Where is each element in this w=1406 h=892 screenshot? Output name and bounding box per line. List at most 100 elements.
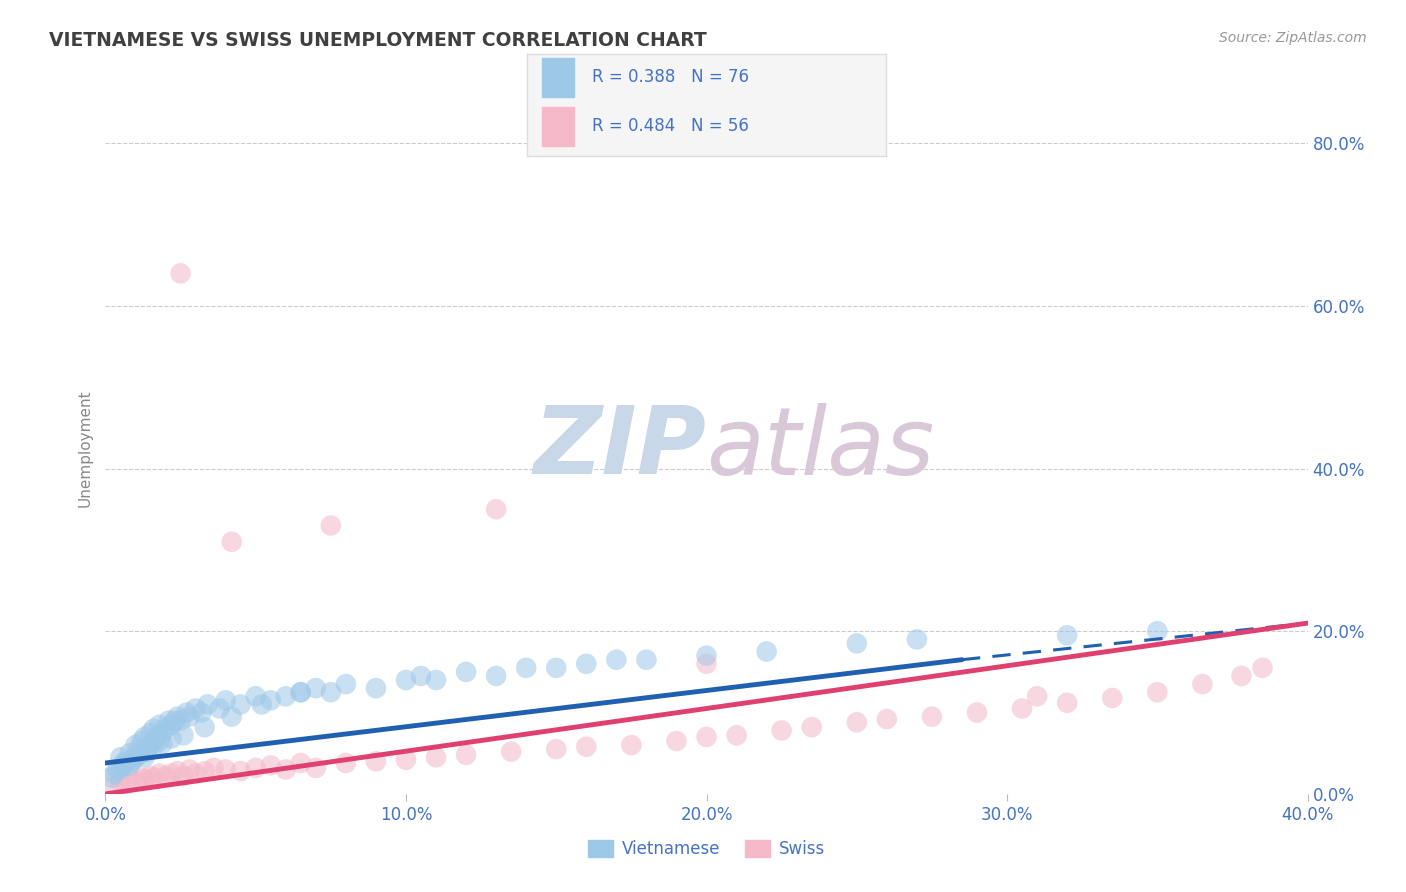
Point (118, 758, 141, 772)
Point (485, 502, 508, 516)
Point (169, 266, 191, 280)
Point (696, 730, 718, 744)
Point (152, 736, 174, 750)
Point (208, 701, 231, 715)
Point (124, 738, 146, 752)
Point (1026, 690, 1049, 704)
Point (335, 756, 357, 770)
Point (250, 698, 273, 712)
Point (876, 712, 898, 726)
Point (221, 534, 243, 549)
Point (103, 779, 125, 793)
Point (725, 728, 748, 742)
Legend: Vietnamese, Swiss: Vietnamese, Swiss (582, 833, 831, 865)
Point (100, 771, 122, 785)
Point (229, 764, 252, 778)
Point (139, 738, 162, 752)
Point (770, 723, 793, 738)
Point (290, 756, 312, 770)
Point (921, 709, 943, 723)
Point (166, 764, 188, 778)
Text: Source: ZipAtlas.com: Source: ZipAtlas.com (1219, 31, 1367, 45)
Point (142, 771, 165, 785)
Point (179, 709, 201, 723)
Point (575, 657, 598, 671)
Point (118, 746, 141, 760)
Point (305, 761, 328, 775)
Point (139, 769, 162, 783)
Point (395, 753, 418, 767)
Point (425, 673, 447, 687)
Point (145, 730, 167, 744)
Point (260, 758, 283, 772)
Point (118, 772, 141, 787)
Point (501, 745, 523, 759)
Point (121, 753, 143, 767)
Point (160, 731, 183, 746)
Point (274, 763, 297, 777)
Text: VIETNAMESE VS SWISS UNEMPLOYMENT CORRELATION CHART: VIETNAMESE VS SWISS UNEMPLOYMENT CORRELA… (49, 31, 707, 50)
Point (546, 742, 568, 756)
Point (134, 730, 156, 744)
Point (575, 739, 598, 754)
Point (202, 761, 225, 775)
Point (1191, 677, 1213, 691)
Point (136, 742, 159, 756)
Point (290, 685, 312, 699)
Point (620, 738, 643, 752)
Point (184, 766, 207, 780)
Point (214, 763, 236, 777)
Point (142, 722, 165, 736)
Point (173, 769, 195, 783)
Point (124, 750, 146, 764)
Point (1056, 696, 1078, 710)
Point (364, 681, 387, 695)
Point (1146, 624, 1168, 639)
Point (1101, 690, 1123, 705)
Point (636, 653, 658, 667)
Point (110, 763, 132, 777)
Point (274, 690, 297, 704)
Point (260, 693, 283, 707)
Point (425, 750, 447, 764)
Point (845, 715, 868, 730)
Point (696, 648, 718, 663)
Point (157, 714, 180, 728)
Point (221, 709, 243, 723)
Y-axis label: Unemployment: Unemployment (77, 390, 93, 507)
Point (136, 745, 159, 759)
Text: atlas: atlas (707, 402, 935, 494)
Point (546, 661, 568, 675)
Point (131, 746, 153, 760)
Point (1011, 701, 1033, 715)
Point (134, 772, 156, 787)
Point (197, 698, 219, 712)
Point (155, 769, 177, 783)
Point (166, 709, 188, 723)
Point (1056, 628, 1078, 642)
Point (905, 632, 928, 647)
Point (454, 747, 477, 762)
Point (103, 766, 125, 780)
Bar (541, 58, 574, 96)
Point (142, 739, 165, 754)
Point (148, 717, 170, 731)
Point (128, 742, 150, 756)
Point (229, 698, 252, 712)
Point (115, 777, 138, 791)
Point (121, 755, 143, 769)
Point (128, 747, 150, 762)
Point (409, 669, 432, 683)
Point (966, 706, 988, 720)
Point (112, 758, 135, 772)
Point (124, 774, 146, 789)
Point (169, 714, 191, 728)
Point (454, 665, 477, 679)
Point (148, 734, 170, 748)
Point (155, 722, 177, 736)
Text: ZIP: ZIP (534, 402, 707, 494)
Bar (541, 107, 574, 145)
Point (107, 763, 129, 777)
Point (173, 728, 195, 742)
Point (214, 693, 236, 707)
